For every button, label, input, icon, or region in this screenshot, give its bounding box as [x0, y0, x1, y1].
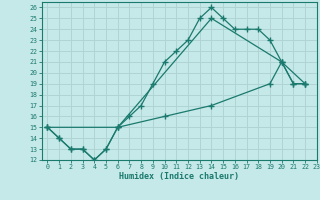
X-axis label: Humidex (Indice chaleur): Humidex (Indice chaleur)	[119, 172, 239, 181]
